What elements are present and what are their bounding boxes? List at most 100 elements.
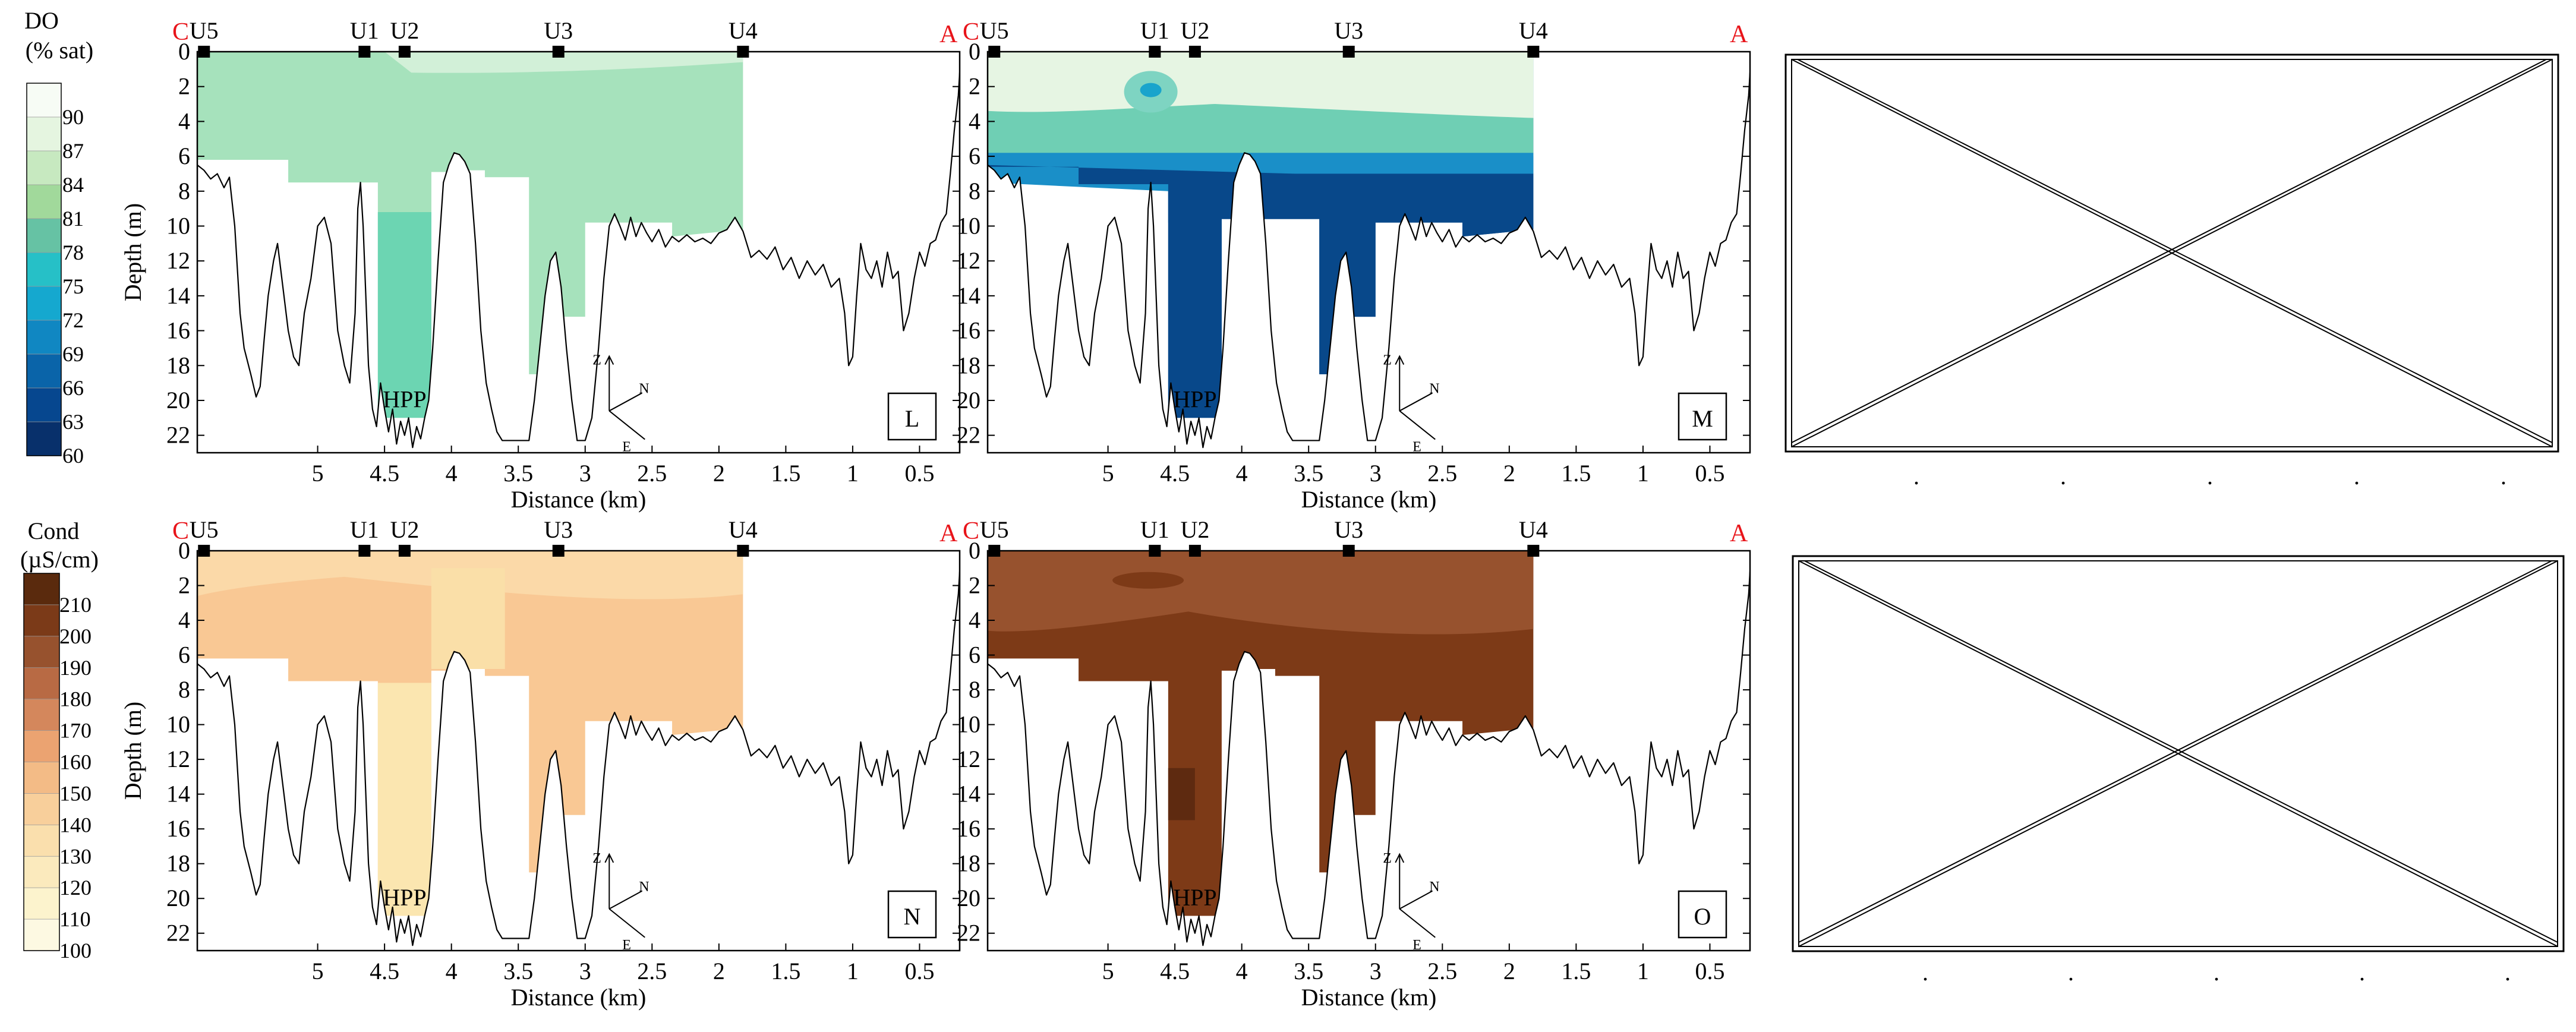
- placeholder-tick-label: .: [2501, 463, 2506, 490]
- panel-m: 0 2 4 6 8 10 12 14 16 18 20 22 5 4.5 4 3.5 3 2.5 2 1.5 1 0.5 D…: [957, 17, 1751, 513]
- colorbar-cell: [23, 636, 60, 668]
- y-tick-label: 6: [969, 642, 980, 668]
- y-axis-label: Depth (m): [119, 203, 146, 302]
- colorbar-cell: [26, 150, 62, 185]
- x-axis-label: Distance (km): [1301, 984, 1437, 1011]
- end-label-right: A: [1730, 520, 1748, 547]
- station-marker: [198, 46, 210, 58]
- station-label: U1: [350, 17, 379, 44]
- station-marker: [552, 545, 565, 557]
- x-tick-label: 2.5: [1427, 460, 1457, 487]
- station-marker: [1527, 545, 1540, 557]
- y-axis-label: Depth (m): [119, 702, 146, 800]
- x-tick-label: 4.5: [370, 460, 399, 487]
- station-marker: [988, 545, 1001, 557]
- station-marker: [988, 46, 1001, 58]
- compass-n-axis: [1399, 890, 1433, 910]
- station-label: U5: [980, 17, 1009, 44]
- colorbar-cell: [26, 354, 62, 389]
- compass-n-label: N: [639, 381, 649, 397]
- x-tick-label: 2: [1503, 958, 1515, 984]
- x-axis-label: Distance (km): [511, 984, 647, 1011]
- y-tick-label: 20: [957, 885, 980, 911]
- y-tick-label: 2: [178, 572, 190, 599]
- bathymetry-profile: [988, 571, 1750, 951]
- x-tick-label: 2.5: [637, 460, 667, 487]
- bathymetry-profile: [197, 571, 960, 951]
- colorbar-cell: [23, 887, 60, 920]
- y-tick-label: 18: [957, 352, 980, 378]
- surface-zone: [988, 551, 1534, 635]
- placeholder-panel-bottom: .....: [1792, 555, 2565, 986]
- panel-l: 0 2 4 6 8 10 12 14 16 18 20 22 5 4.5 4 3.5 3 2.5 2 1.5 1 0.5 D…: [119, 17, 961, 513]
- colorbar-cell: [23, 824, 60, 857]
- colorbar-level-label: 200: [59, 624, 92, 648]
- x-tick-label: 3.5: [503, 460, 533, 487]
- colorbar-cell: [23, 919, 60, 951]
- x-tick-label: 1.5: [771, 958, 800, 984]
- data-region: [197, 551, 743, 916]
- colorbar-cell: [23, 856, 60, 889]
- x-tick-label: 5: [312, 460, 324, 487]
- x-tick-label: 2: [713, 958, 725, 984]
- x-tick-label: 4: [1236, 460, 1248, 487]
- x-tick-label: 3: [579, 958, 591, 984]
- colorbar-level-label: 190: [59, 656, 92, 680]
- colorbar-cell: [23, 699, 60, 731]
- x-tick-label: 3.5: [503, 958, 533, 984]
- x-axis-label: Distance (km): [1301, 486, 1437, 513]
- bathymetry-profile: [988, 72, 1750, 453]
- station-marker: [358, 545, 371, 557]
- placeholder-tick-label: .: [2207, 463, 2213, 490]
- compass-e-label: E: [1412, 938, 1421, 953]
- y-tick-label: 12: [957, 746, 980, 772]
- compass-n-label: N: [639, 879, 649, 895]
- y-tick-label: 2: [178, 73, 190, 100]
- cond-patch: [1112, 572, 1184, 589]
- compass-n-axis: [1399, 392, 1433, 412]
- end-label-right: A: [939, 21, 958, 48]
- station-label: U1: [1140, 17, 1169, 44]
- y-tick-label: 16: [957, 815, 980, 842]
- panel-label-box: [1678, 392, 1727, 441]
- data-field: [988, 551, 1750, 951]
- colorbar-cell: [23, 793, 60, 826]
- y-tick-label: 18: [166, 352, 190, 378]
- station-marker: [358, 46, 371, 58]
- y-tick-label: 12: [957, 247, 980, 274]
- deep-pool-zone: [377, 683, 431, 916]
- compass-z-arrow: [604, 355, 614, 365]
- colorbar-do-title-line1: DO: [24, 7, 59, 34]
- station-marker: [737, 545, 749, 557]
- colorbar-level-label: 87: [62, 139, 84, 163]
- x-tick-label: 0.5: [1695, 958, 1724, 984]
- x-tick-label: 4.5: [1160, 460, 1190, 487]
- compass-z-arrow: [1395, 355, 1405, 365]
- x-tick-label: 1: [847, 460, 859, 487]
- y-tick-label: 12: [166, 247, 190, 274]
- placeholder-tick-label: .: [1922, 959, 1928, 986]
- placeholder-tick-label: .: [2060, 463, 2066, 490]
- panel-n: 0 2 4 6 8 10 12 14 16 18 20 22 5 4.5 4 3.5 3 2.5 2 1.5 1 0.5 D…: [119, 516, 961, 1011]
- x-axis-label: Distance (km): [511, 486, 647, 513]
- y-tick-label: 10: [166, 711, 190, 738]
- x-tick-label: 1.5: [1561, 958, 1591, 984]
- y-tick-label: 8: [969, 676, 980, 703]
- y-tick-label: 18: [166, 850, 190, 877]
- end-label-left: C: [963, 517, 979, 545]
- station-marker: [552, 46, 565, 58]
- colorbar-level-label: 130: [59, 844, 92, 868]
- x-tick-label: 1: [1637, 958, 1649, 984]
- compass-n-axis: [608, 890, 642, 910]
- colorbar-level-label: 90: [62, 105, 84, 129]
- compass-z-arrow: [1395, 853, 1405, 863]
- station-label: U2: [390, 516, 419, 543]
- placeholder-tick-label: .: [2505, 959, 2511, 986]
- colorbar-cond-title-line2: (µS/cm): [20, 546, 99, 573]
- end-label-left: C: [172, 18, 189, 46]
- compass-z-label: Z: [1383, 851, 1392, 866]
- station-marker: [1527, 46, 1540, 58]
- end-label-right: A: [1730, 21, 1748, 48]
- colorbar-cell: [26, 83, 62, 118]
- colorbar-level-label: 72: [62, 308, 84, 332]
